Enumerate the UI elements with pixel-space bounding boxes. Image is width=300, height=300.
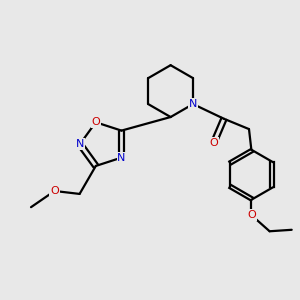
Text: O: O (209, 138, 218, 148)
Text: O: O (247, 210, 256, 220)
Text: N: N (76, 139, 84, 149)
Text: O: O (92, 117, 100, 127)
Text: O: O (50, 186, 59, 196)
Text: N: N (189, 99, 197, 109)
Text: N: N (117, 153, 126, 163)
